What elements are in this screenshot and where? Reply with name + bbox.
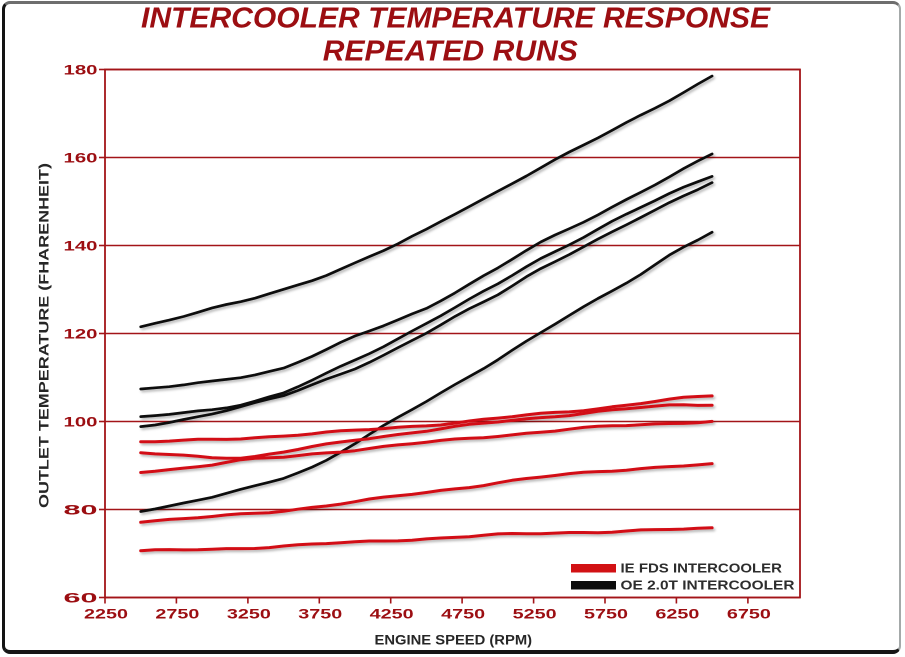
svg-text:2750: 2750 xyxy=(155,607,199,622)
svg-text:6750: 6750 xyxy=(727,607,771,622)
svg-text:OUTLET TEMPERATURE (FHARENHEIT: OUTLET TEMPERATURE (FHARENHEIT) xyxy=(37,163,52,508)
svg-text:REPEATED RUNS: REPEATED RUNS xyxy=(323,35,579,67)
svg-text:140: 140 xyxy=(64,238,98,253)
svg-text:5750: 5750 xyxy=(584,607,628,622)
svg-text:160: 160 xyxy=(64,150,98,165)
svg-text:120: 120 xyxy=(64,326,98,341)
svg-text:4750: 4750 xyxy=(441,607,485,622)
svg-text:3750: 3750 xyxy=(298,607,342,622)
svg-text:INTERCOOLER TEMPERATURE RESPON: INTERCOOLER TEMPERATURE RESPONSE xyxy=(141,3,772,35)
svg-text:3250: 3250 xyxy=(227,607,271,622)
svg-text:6250: 6250 xyxy=(655,607,699,622)
svg-text:4250: 4250 xyxy=(370,607,414,622)
svg-text:180: 180 xyxy=(64,62,98,77)
svg-text:100: 100 xyxy=(64,414,98,429)
svg-text:80: 80 xyxy=(64,502,98,517)
svg-text:2250: 2250 xyxy=(84,607,128,622)
svg-text:OE 2.0T INTERCOOLER: OE 2.0T INTERCOOLER xyxy=(621,579,795,593)
svg-text:5250: 5250 xyxy=(513,607,557,622)
svg-text:60: 60 xyxy=(64,590,98,605)
svg-text:ENGINE SPEED (RPM): ENGINE SPEED (RPM) xyxy=(375,633,533,648)
svg-text:IE FDS INTERCOOLER: IE FDS INTERCOOLER xyxy=(621,562,783,576)
